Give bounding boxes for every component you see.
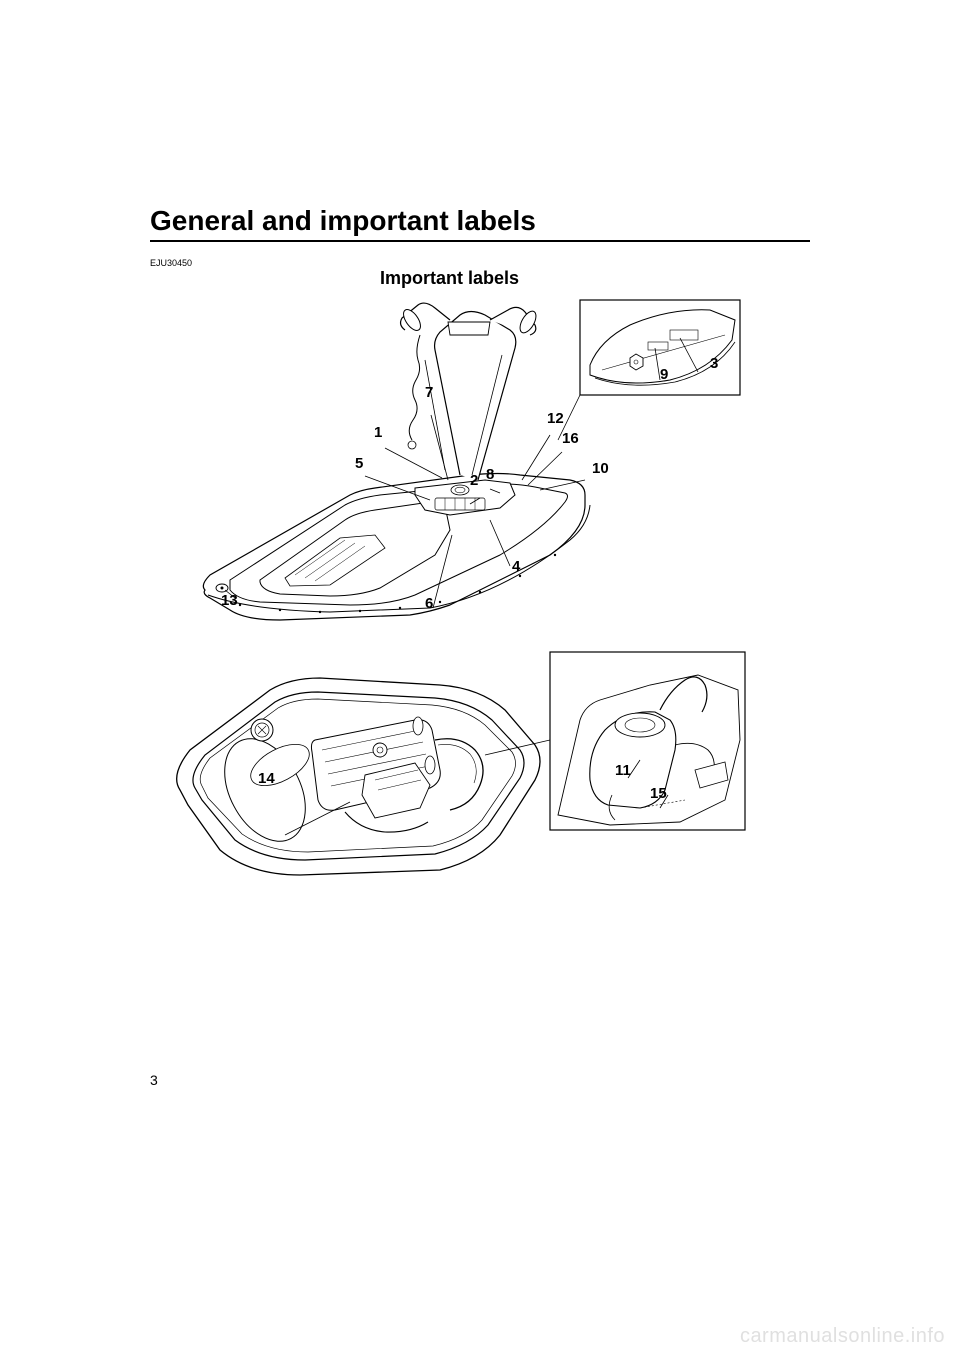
- callout-1: 1: [374, 424, 382, 441]
- section-title: General and important labels: [150, 205, 536, 237]
- watermark: carmanualsonline.info: [740, 1325, 945, 1348]
- callout-12: 12: [547, 410, 564, 427]
- callout-6: 6: [425, 595, 433, 612]
- callout-16: 16: [562, 430, 579, 447]
- engine-bay-diagram: [177, 652, 745, 875]
- diagram-container: 1 2 3 4 5 6 7 8 9 10 12 13 16 11 14 15: [150, 280, 810, 910]
- callout-15: 15: [650, 785, 667, 802]
- callout-3: 3: [710, 355, 718, 372]
- callout-4: 4: [512, 558, 520, 575]
- title-underline: [150, 240, 810, 242]
- page-number: 3: [150, 1072, 158, 1088]
- steering-pole: [435, 312, 516, 481]
- callout-11: 11: [615, 762, 631, 779]
- callout-14: 14: [258, 770, 275, 787]
- callout-13: 13: [221, 592, 238, 609]
- callout-9: 9: [660, 366, 668, 383]
- document-id: EJU30450: [150, 258, 192, 268]
- lanyard: [409, 335, 420, 440]
- callout-10: 10: [592, 460, 609, 477]
- callout-8: 8: [486, 466, 494, 483]
- jetski-exterior-diagram: [203, 300, 740, 620]
- callout-5: 5: [355, 455, 363, 472]
- fuel-cap: [451, 485, 469, 495]
- callout-7: 7: [425, 384, 433, 401]
- technical-diagrams: [150, 280, 810, 910]
- callout-2: 2: [470, 472, 478, 489]
